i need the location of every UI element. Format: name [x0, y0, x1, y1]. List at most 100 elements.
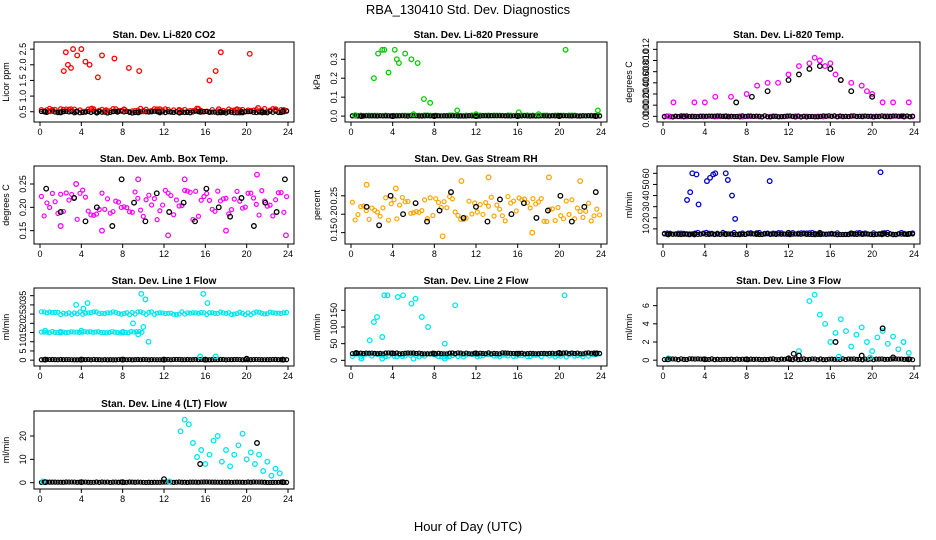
- y-tick-label: 0: [641, 358, 651, 363]
- band-point: [85, 310, 91, 316]
- band-point: [759, 357, 765, 363]
- band-point: [815, 357, 821, 363]
- data-point: [78, 327, 85, 334]
- data-point: [387, 192, 394, 199]
- band-point: [857, 231, 863, 237]
- band-point: [109, 328, 115, 335]
- data-point: [879, 325, 886, 332]
- points-layer: [661, 169, 916, 238]
- data-point: [264, 458, 271, 465]
- band-point: [882, 114, 888, 120]
- band-point: [80, 311, 86, 317]
- band-point: [248, 190, 254, 196]
- band-point: [106, 329, 112, 335]
- data-point: [379, 46, 386, 53]
- band-point: [435, 199, 442, 206]
- band-point: [278, 310, 284, 317]
- y-tick-label: 0: [18, 358, 28, 363]
- band-point: [250, 195, 257, 201]
- x-tick-label: 8: [120, 494, 125, 504]
- band-point: [734, 113, 740, 119]
- band-point: [234, 356, 240, 363]
- band-point: [215, 479, 221, 485]
- data-point: [194, 454, 201, 460]
- x-tick-label: 24: [283, 494, 293, 504]
- data-point: [414, 60, 421, 67]
- band-point: [480, 211, 486, 218]
- y-tick-label: 0.012: [641, 38, 651, 61]
- data-point: [557, 192, 564, 199]
- band-point: [162, 109, 168, 116]
- band-point: [237, 356, 243, 363]
- band-point: [402, 199, 408, 205]
- data-point: [832, 71, 839, 78]
- y-tick-label: 50: [641, 179, 651, 189]
- data-point: [665, 356, 672, 363]
- band-point: [538, 195, 544, 202]
- x-tick-label: 0: [660, 371, 665, 381]
- band-point: [689, 356, 695, 362]
- x-tick-label: 20: [867, 249, 877, 259]
- band-point: [491, 213, 497, 219]
- chart-panel: Stan. Dev. Sample Flow ml/min 0 4 8 12 16 20 24 1…: [624, 154, 921, 259]
- band-point: [577, 208, 583, 215]
- band-point: [110, 357, 116, 363]
- band-point: [865, 113, 871, 119]
- data-point: [57, 209, 64, 215]
- data-point: [80, 305, 87, 312]
- band-point: [513, 208, 519, 214]
- band-point: [143, 356, 149, 363]
- band-point: [226, 106, 232, 112]
- band-point: [497, 351, 503, 357]
- band-point: [884, 231, 891, 238]
- data-point: [114, 108, 121, 115]
- band-point: [823, 231, 829, 237]
- band-point: [812, 232, 818, 238]
- band-point: [82, 310, 89, 316]
- band-point: [126, 479, 133, 485]
- band-point: [580, 113, 586, 119]
- band-point: [831, 231, 838, 237]
- data-point: [370, 319, 377, 325]
- band-point: [220, 310, 226, 316]
- data-point: [166, 478, 173, 485]
- data-point: [246, 50, 253, 57]
- band-point: [204, 479, 210, 485]
- band-point: [256, 212, 262, 218]
- data-point: [251, 461, 258, 467]
- data-point: [431, 113, 438, 120]
- data-point: [71, 195, 78, 201]
- plot-frame: [33, 287, 295, 367]
- data-point: [900, 339, 907, 345]
- band-point: [193, 310, 199, 316]
- band-point: [383, 195, 389, 201]
- data-point: [202, 356, 209, 363]
- data-point: [905, 349, 912, 356]
- band-point: [264, 479, 270, 486]
- data-point: [166, 209, 173, 215]
- band-point: [179, 479, 185, 485]
- band-point: [497, 206, 503, 212]
- band-point: [270, 310, 276, 316]
- band-point: [41, 309, 47, 315]
- band-point: [843, 356, 849, 363]
- band-point: [449, 113, 455, 119]
- y-tick-label: 0: [18, 480, 28, 485]
- data-point: [73, 108, 80, 115]
- data-point: [119, 329, 126, 336]
- band-point: [151, 479, 157, 485]
- band-point: [80, 187, 86, 193]
- band-point: [91, 309, 97, 315]
- data-point: [703, 178, 710, 185]
- data-point: [70, 46, 77, 53]
- band-point: [151, 195, 157, 202]
- band-point: [806, 356, 813, 362]
- band-point: [123, 329, 129, 336]
- data-point: [665, 113, 672, 120]
- x-tick-label: 20: [554, 249, 564, 259]
- band-point: [146, 109, 152, 115]
- data-point: [827, 60, 834, 67]
- panel-title: Stan. Dev. Line 1 Flow: [112, 276, 217, 287]
- band-point: [843, 113, 849, 119]
